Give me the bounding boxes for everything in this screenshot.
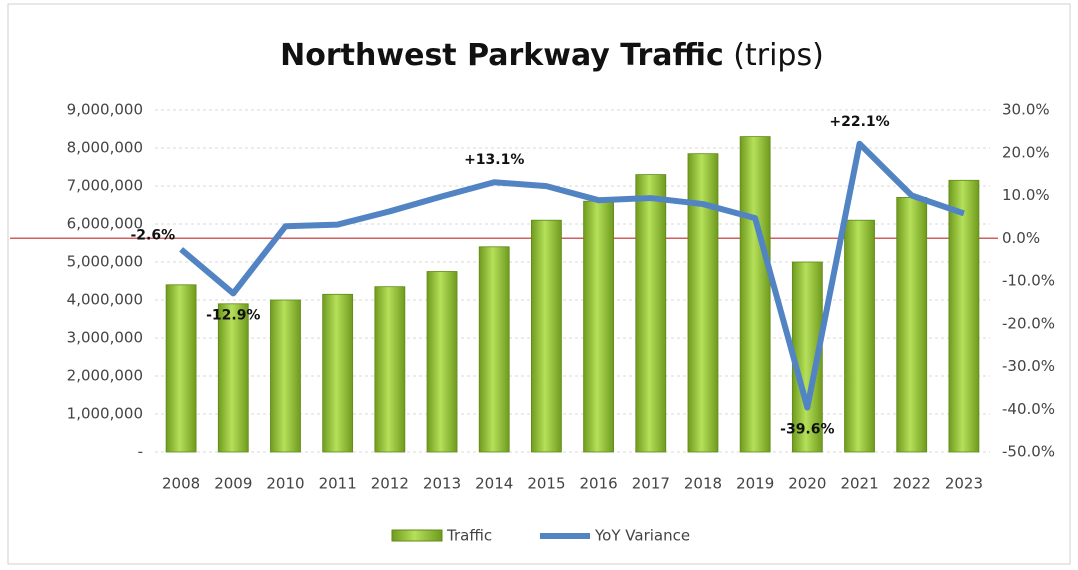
y-tick-label: 5,000,000 [67,253,143,271]
legend-label: YoY Variance [594,527,690,545]
data-label: +22.1% [829,114,889,130]
y2-tick-label: 0.0% [1002,229,1040,247]
y2-tick-label: -40.0% [1002,400,1055,418]
bar [322,293,354,453]
bar [896,196,928,453]
y-tick-label: 3,000,000 [67,329,143,347]
x-tick-label: 2012 [371,475,409,493]
bar [948,179,980,453]
title-suffix: (trips) [733,38,824,73]
y-tick-label: 6,000,000 [67,215,143,233]
y2-tick-label: -30.0% [1002,357,1055,375]
y-tick-label: - [138,443,143,461]
bar [583,200,614,453]
y2-tick-label: 20.0% [1002,143,1050,161]
x-tick-label: 2017 [632,475,670,493]
y-tick-label: 8,000,000 [67,139,143,157]
legend-swatch [391,529,443,542]
x-tick-label: 2015 [527,475,565,493]
chart-title: Northwest Parkway Traffic (trips) [280,38,824,73]
data-label: -2.6% [130,227,175,243]
bar [165,284,197,453]
bar [374,286,406,453]
y-tick-label: 1,000,000 [67,405,143,423]
x-tick-label: 2013 [423,475,461,493]
data-label: +13.1% [464,152,524,168]
bar [635,174,667,453]
bar [270,299,301,453]
bar [426,271,458,453]
x-tick-label: 2021 [840,475,878,493]
bar [844,219,875,453]
y-tick-label: 7,000,000 [67,177,143,195]
bar [478,246,510,453]
x-tick-label: 2014 [475,475,513,493]
x-tick-label: 2019 [736,475,774,493]
y-tick-label: 4,000,000 [67,291,143,309]
bar [739,136,771,453]
data-label: -39.6% [780,422,834,438]
legend-label: Traffic [446,527,492,545]
bar [531,219,562,453]
title-main: Northwest Parkway Traffic [280,38,724,73]
y2-tick-label: -50.0% [1002,443,1055,461]
y2-tick-label: -20.0% [1002,314,1055,332]
y2-tick-label: 30.0% [1002,101,1050,119]
x-tick-label: 2023 [945,475,983,493]
x-tick-label: 2022 [893,475,931,493]
y2-tick-label: 10.0% [1002,186,1050,204]
y2-tick-label: -10.0% [1002,272,1055,290]
x-tick-label: 2008 [162,475,200,493]
bar [687,153,719,453]
line [179,140,965,411]
x-tick-label: 2009 [214,475,252,493]
bar [217,303,249,453]
x-tick-label: 2011 [319,475,357,493]
x-tick-label: 2016 [580,475,618,493]
data-label: -12.9% [206,307,260,323]
y-tick-label: 9,000,000 [67,101,143,119]
y-tick-label: 2,000,000 [67,367,143,385]
x-tick-label: 2020 [788,475,826,493]
x-tick-label: 2010 [266,475,304,493]
x-tick-label: 2018 [684,475,722,493]
